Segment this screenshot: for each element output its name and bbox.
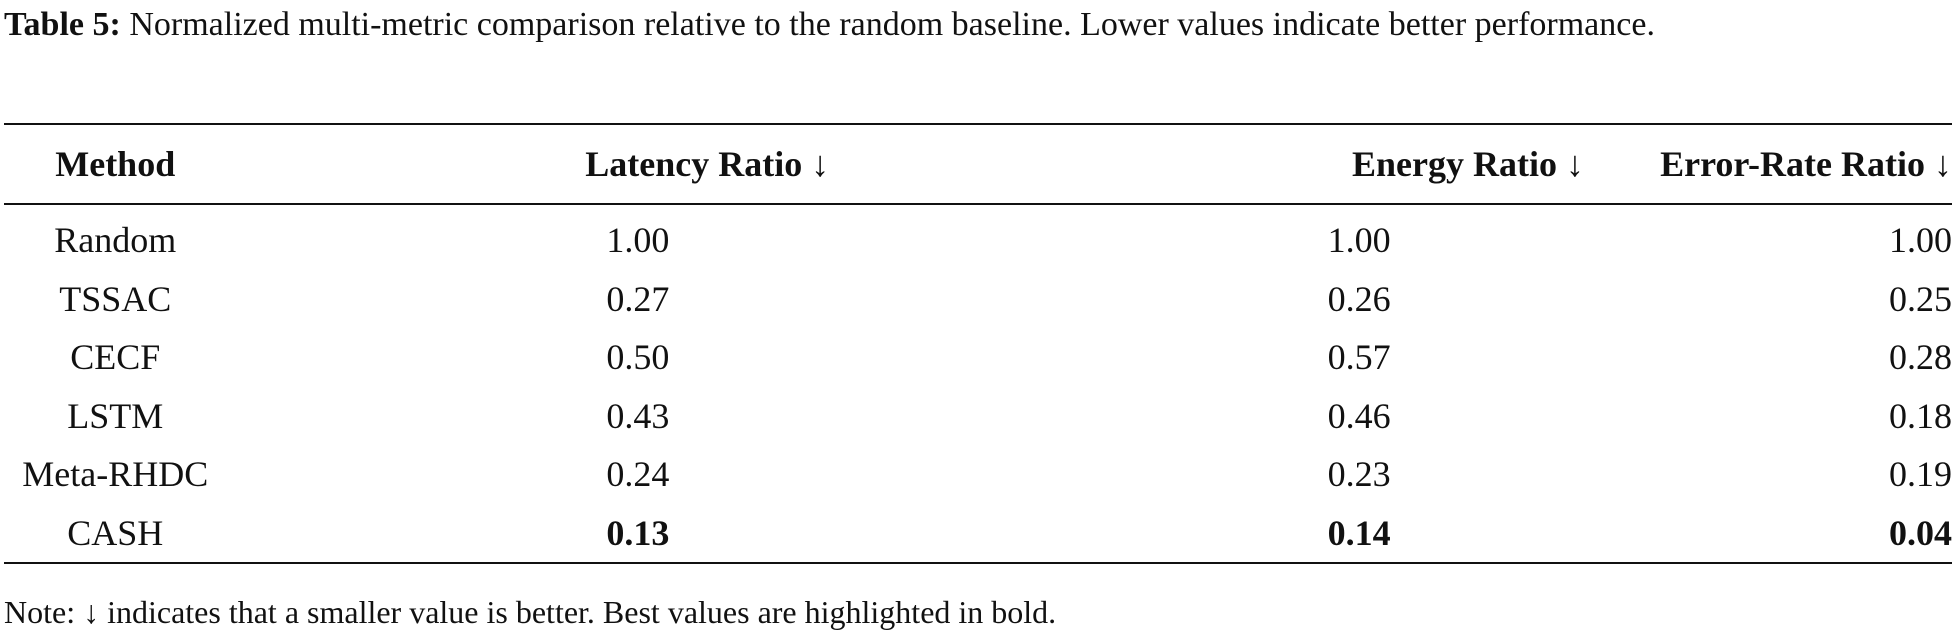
error-rate-cell: 0.18 (1889, 395, 1952, 436)
header-energy-ratio: Energy Ratio ↓ (1352, 144, 1584, 184)
latency-cell-best: 0.13 (606, 512, 670, 553)
comparison-table: Method Latency Ratio ↓ Energy Ratio ↓ Er… (4, 123, 1952, 564)
caption-text: Normalized multi-metric comparison relat… (129, 6, 1655, 43)
energy-cell: 0.26 (1327, 278, 1391, 319)
method-cell: CECF (70, 337, 161, 378)
latency-cell: 0.50 (606, 337, 670, 378)
table-row: Meta-RHDC 0.24 0.23 0.19 (4, 445, 1952, 504)
table-row: TSSAC 0.27 0.26 0.25 (4, 270, 1952, 329)
error-rate-cell: 0.25 (1889, 278, 1952, 319)
header-method: Method (55, 144, 176, 184)
table-row: CECF 0.50 0.57 0.28 (4, 328, 1952, 387)
table-row: LSTM 0.43 0.46 0.18 (4, 387, 1952, 446)
error-rate-cell: 0.19 (1889, 454, 1952, 495)
table-row: CASH 0.13 0.14 0.04 (4, 504, 1952, 563)
energy-cell: 0.57 (1327, 337, 1391, 378)
latency-cell: 0.24 (606, 454, 670, 495)
table-note: Note: ↓ indicates that a smaller value i… (4, 594, 1057, 630)
header-latency-ratio: Latency Ratio ↓ (585, 144, 830, 184)
energy-cell: 0.46 (1327, 395, 1391, 436)
energy-cell-best: 0.14 (1327, 512, 1391, 553)
method-cell: LSTM (67, 395, 164, 436)
comparison-table-container: Method Latency Ratio ↓ Energy Ratio ↓ Er… (4, 123, 1952, 564)
method-cell: Random (54, 220, 177, 261)
table-header-row: Method Latency Ratio ↓ Energy Ratio ↓ Er… (4, 124, 1952, 204)
method-cell: TSSAC (59, 278, 172, 319)
table-caption: Table 5: Normalized multi-metric compari… (4, 0, 1952, 49)
header-error-rate-ratio: Error-Rate Ratio ↓ (1660, 144, 1952, 184)
energy-cell: 0.23 (1327, 454, 1391, 495)
method-cell: Meta-RHDC (22, 454, 209, 495)
caption-label: Table 5: (4, 6, 121, 43)
table-row: Random 1.00 1.00 1.00 (4, 204, 1952, 270)
method-cell: CASH (67, 512, 164, 553)
error-rate-cell: 0.28 (1889, 337, 1952, 378)
energy-cell: 1.00 (1327, 220, 1391, 261)
latency-cell: 1.00 (606, 220, 670, 261)
latency-cell: 0.27 (606, 278, 670, 319)
error-rate-cell-best: 0.04 (1889, 512, 1952, 553)
error-rate-cell: 1.00 (1889, 220, 1952, 261)
latency-cell: 0.43 (606, 395, 670, 436)
